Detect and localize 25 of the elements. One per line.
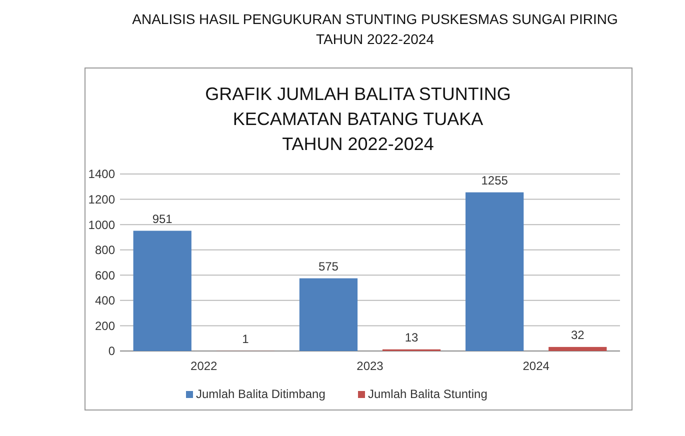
data-label: 13 [404,330,419,344]
bar [548,346,607,351]
y-tick-label: 800 [94,243,116,258]
bar [133,230,192,351]
chart-title: ANALISIS HASIL PENGUKURAN STUNTING PUSKESMAS SUNGAI PIRING TAHUN 2022-2024 [132,11,618,47]
legend-label: Jumlah Balita Ditimbang [196,387,326,401]
y-tick-label: 1200 [88,192,116,206]
data-label: 32 [570,328,585,342]
x-tick-label: 2022 [190,359,218,373]
y-tick-label: 200 [94,318,116,333]
data-label: 1 [242,332,250,346]
y-tick-label: 1000 [88,218,116,232]
y-tick-label: 0 [108,344,116,358]
bar [299,278,358,351]
legend-label: Jumlah Balita Stunting [368,387,488,401]
y-tick-label: 400 [94,294,116,308]
y-tick-label: 1400 [88,167,116,182]
y-tick-label: 600 [94,268,116,282]
x-tick-label: 2024 [522,359,550,373]
data-label: 575 [318,259,339,274]
bar [466,192,524,351]
chart-subtitle: GRAFIK JUMLAH BALITA STUNTING KECAMATAN BATANG TUAKA TAHUN 2022-2024 [205,84,511,154]
x-tick-label: 2023 [356,359,384,373]
data-label: 951 [152,212,173,226]
data-label: 1255 [481,173,508,188]
